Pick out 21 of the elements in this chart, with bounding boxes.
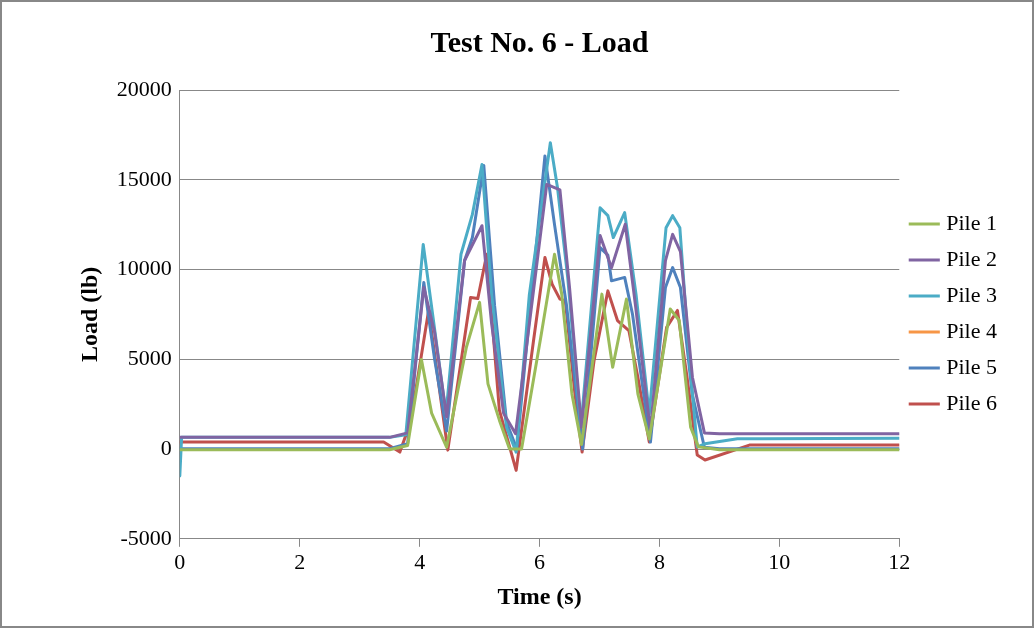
legend-label: Pile 2 — [946, 245, 998, 271]
chart-title: Test No. 6 - Load — [430, 24, 649, 58]
x-tick-label: 10 — [768, 548, 791, 574]
x-tick-label: 4 — [414, 548, 426, 574]
y-tick-label: 5000 — [127, 345, 172, 371]
y-tick-label: 15000 — [116, 165, 172, 191]
legend-label: Pile 6 — [946, 389, 998, 415]
legend-label: Pile 1 — [946, 209, 998, 235]
legend-label: Pile 4 — [946, 317, 998, 343]
y-tick-label: -5000 — [120, 524, 172, 550]
x-tick-label: 2 — [294, 548, 306, 574]
x-tick-label: 12 — [888, 548, 911, 574]
legend-label: Pile 3 — [946, 281, 998, 307]
x-tick-label: 8 — [653, 548, 665, 574]
y-tick-label: 0 — [160, 434, 172, 460]
y-tick-label: 20000 — [116, 75, 172, 101]
y-tick-label: 10000 — [116, 255, 172, 281]
x-tick-label: 6 — [534, 548, 546, 574]
x-axis-title: Time (s) — [497, 582, 582, 609]
y-axis-title: Load (lb) — [75, 266, 102, 363]
legend-label: Pile 5 — [946, 353, 998, 379]
